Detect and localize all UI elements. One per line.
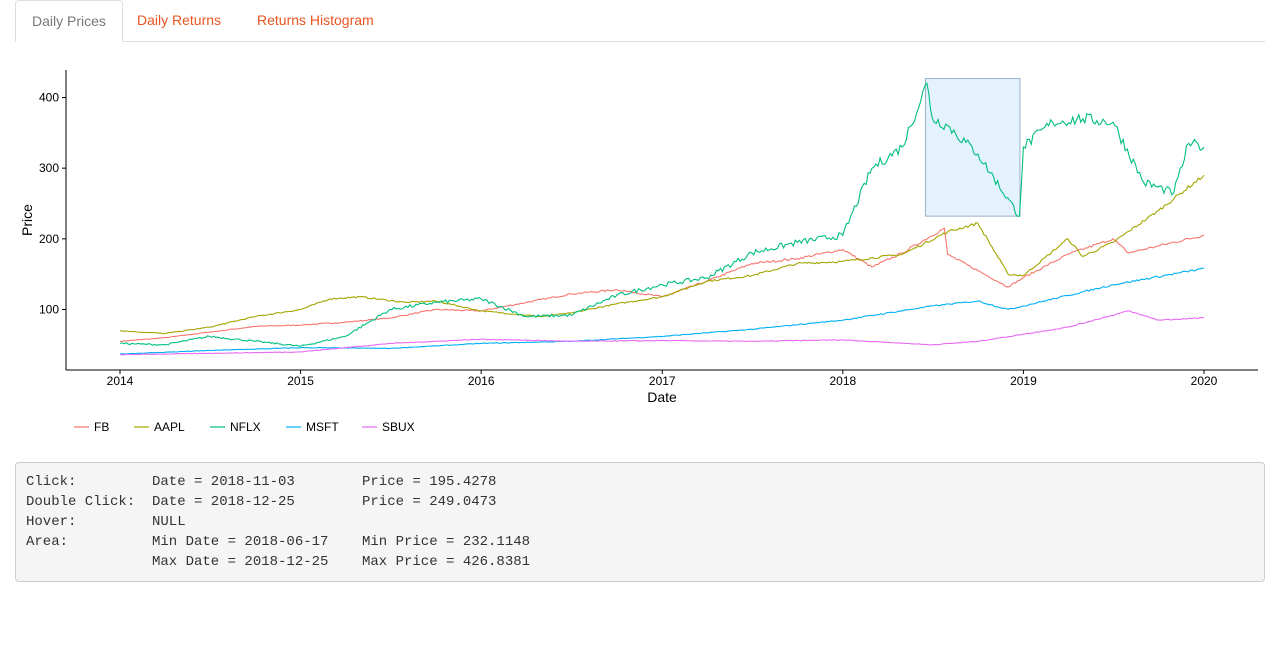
output-date: Min Date = 2018-06-17 [152,534,329,550]
output-row-area-max: Max Date = 2018-12-25 Max Price = 426.83… [26,552,1254,572]
y-tick-label: 100 [39,303,59,317]
tab-returns-histogram[interactable]: Returns Histogram [257,12,374,28]
output-date: Date = 2018-12-25 [152,494,295,510]
legend-label-sbux: SBUX [382,420,415,434]
output-row-hover: Hover: NULL [26,512,1254,532]
x-tick-label: 2019 [1010,374,1037,388]
legend-label-msft: MSFT [306,420,339,434]
series-line-msft [119,267,1205,355]
tab-daily-prices[interactable]: Daily Prices [15,0,123,42]
x-tick-label: 2018 [829,374,856,388]
y-tick-label: 400 [39,91,59,105]
y-tick-label: 300 [39,161,59,175]
output-row-area-min: Area: Min Date = 2018-06-17 Min Price = … [26,532,1254,552]
output-row-click: Click: Date = 2018-11-03 Price = 195.427… [26,472,1254,492]
legend-label-aapl: AAPL [154,420,185,434]
y-tick-label: 200 [39,232,59,246]
output-label: Hover: [26,514,77,530]
x-tick-label: 2020 [1191,374,1218,388]
y-axis-label: Price [19,204,35,236]
output-price: Price = 249.0473 [362,494,497,510]
price-chart-svg[interactable]: 100 200 300 400 2014 2015 2016 2017 2018 2019 2020… [0,50,1280,450]
legend-label-nflx: NFLX [230,420,261,434]
output-label: Area: [26,534,69,550]
x-tick-label: 2016 [468,374,495,388]
output-date: Date = 2018-11-03 [152,474,295,490]
output-label: Double Click: [26,494,136,510]
click-info-output: Click: Date = 2018-11-03 Price = 195.427… [15,462,1265,582]
tab-bar: Daily Prices Daily Returns Returns Histo… [15,0,1265,42]
legend-label-fb: FB [94,420,109,434]
output-label: Click: [26,474,77,490]
output-date: NULL [152,514,186,530]
price-plot[interactable]: 100 200 300 400 2014 2015 2016 2017 2018 2019 2020… [0,50,1280,450]
series-line-sbux [120,310,1205,356]
tab-daily-returns[interactable]: Daily Returns [137,12,222,28]
output-price: Max Price = 426.8381 [362,554,531,570]
x-tick-label: 2017 [649,374,676,388]
output-date: Max Date = 2018-12-25 [152,554,329,570]
output-price: Min Price = 232.1148 [362,534,531,550]
output-price: Price = 195.4278 [362,474,497,490]
x-tick-label: 2015 [287,374,314,388]
series-line-aapl [119,174,1205,335]
output-row-double-click: Double Click: Date = 2018-12-25 Price = … [26,492,1254,512]
x-tick-label: 2014 [107,374,134,388]
x-axis-label: Date [647,389,677,405]
series-line-nflx [119,82,1205,347]
